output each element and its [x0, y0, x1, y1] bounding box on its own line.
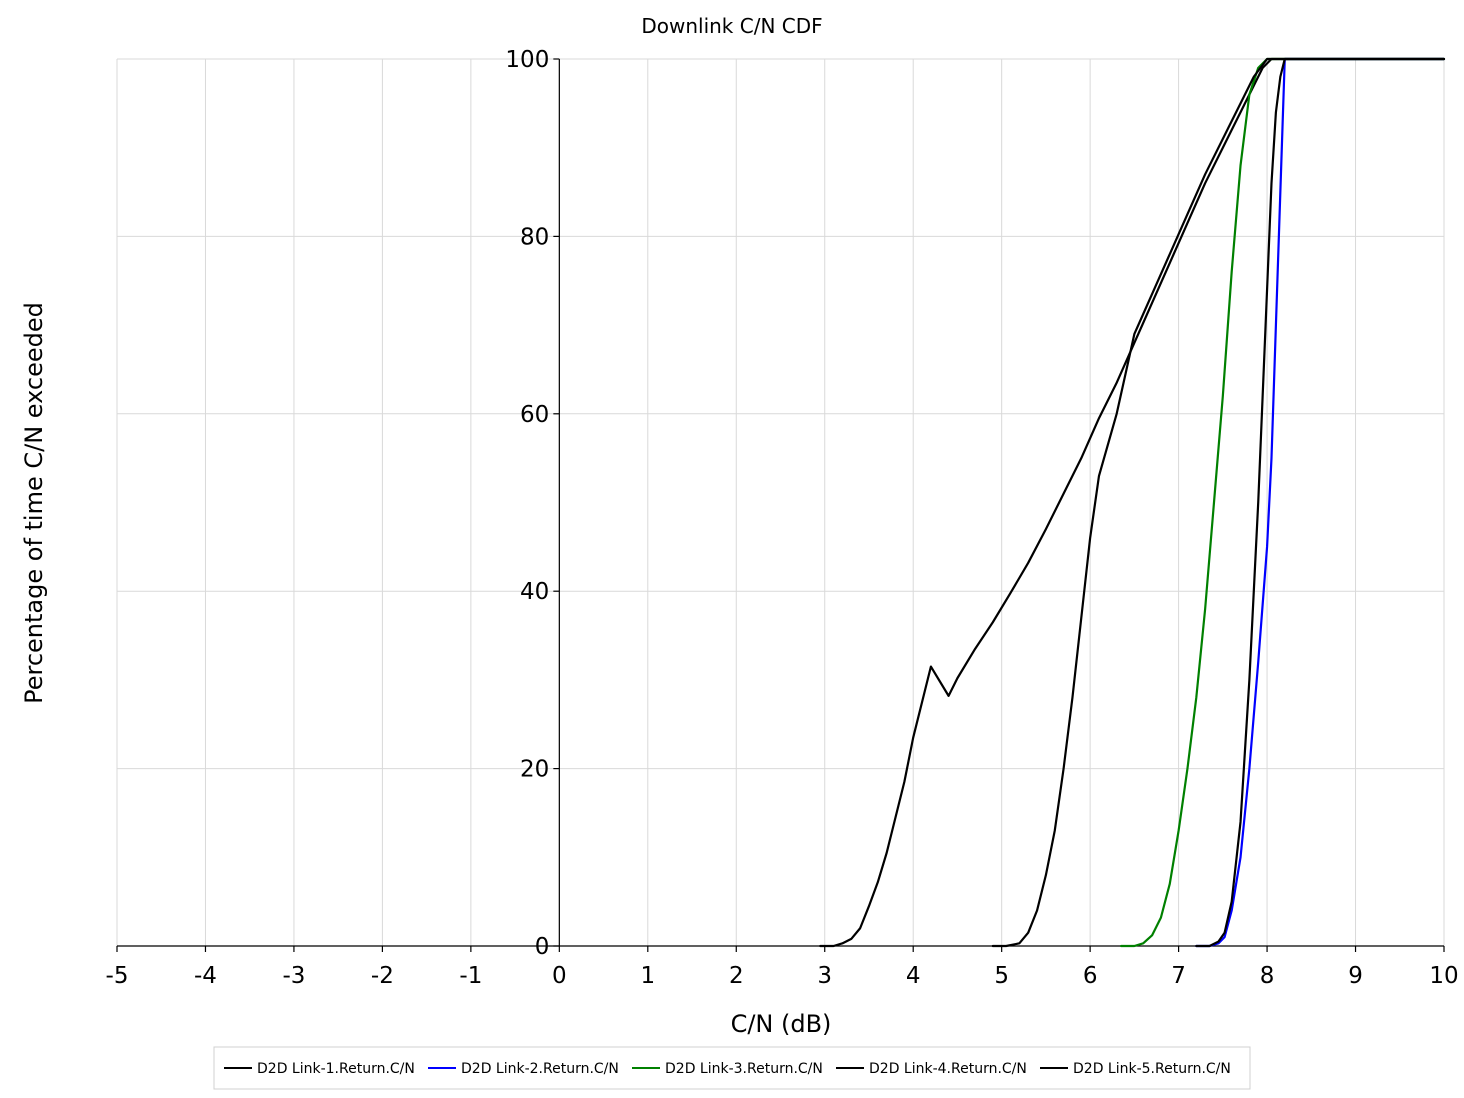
x-tick-label: -2 [371, 963, 394, 989]
series-line-3 [1120, 57, 1446, 948]
legend-box [213, 1046, 1251, 1090]
x-tick-label: 6 [1083, 963, 1098, 989]
series-line-1 [819, 57, 1446, 948]
x-tick-label: 2 [729, 963, 744, 989]
series-line-4 [991, 57, 1446, 948]
chart-title: Downlink C/N CDF [641, 14, 822, 38]
legend-label: D2D Link-2.Return.C/N [461, 1061, 619, 1077]
x-tick-label: 0 [552, 963, 567, 989]
tick-marks [116, 58, 1445, 952]
x-tick-label: 5 [994, 963, 1009, 989]
legend: D2D Link-1.Return.C/N D2D Link-2.Return.C… [213, 1046, 1251, 1090]
y-axis-title: Percentage of time C/N exceeded [20, 302, 48, 704]
x-tick-label: -3 [282, 963, 305, 989]
legend-label: D2D Link-1.Return.C/N [257, 1061, 415, 1077]
y-tick-label: 100 [505, 47, 549, 73]
legend-label: D2D Link-4.Return.C/N [869, 1061, 1027, 1077]
y-tick-label: 80 [520, 224, 549, 250]
axes [117, 59, 1444, 947]
x-tick-label: 8 [1260, 963, 1275, 989]
x-tick-label: 4 [906, 963, 921, 989]
legend-label: D2D Link-5.Return.C/N [1073, 1061, 1231, 1077]
x-tick-label: -4 [194, 963, 217, 989]
y-tick-label: 40 [520, 579, 549, 605]
y-tick-label: 60 [520, 402, 549, 428]
y-tick-label: 20 [520, 757, 549, 783]
x-axis-title: C/N (dB) [731, 1010, 832, 1038]
legend-label: D2D Link-3.Return.C/N [665, 1061, 823, 1077]
x-tick-label: -1 [459, 963, 482, 989]
x-tick-label: 1 [640, 963, 655, 989]
series-lines [819, 57, 1446, 948]
series-line-5 [1195, 57, 1446, 948]
x-tick-label: 7 [1171, 963, 1186, 989]
y-tick-label: 0 [535, 934, 550, 960]
x-tick-label: 3 [817, 963, 832, 989]
x-tick-label: 10 [1429, 963, 1458, 989]
x-tick-label: -5 [106, 963, 129, 989]
x-tick-label: 9 [1348, 963, 1363, 989]
series-line-2 [1195, 57, 1446, 948]
